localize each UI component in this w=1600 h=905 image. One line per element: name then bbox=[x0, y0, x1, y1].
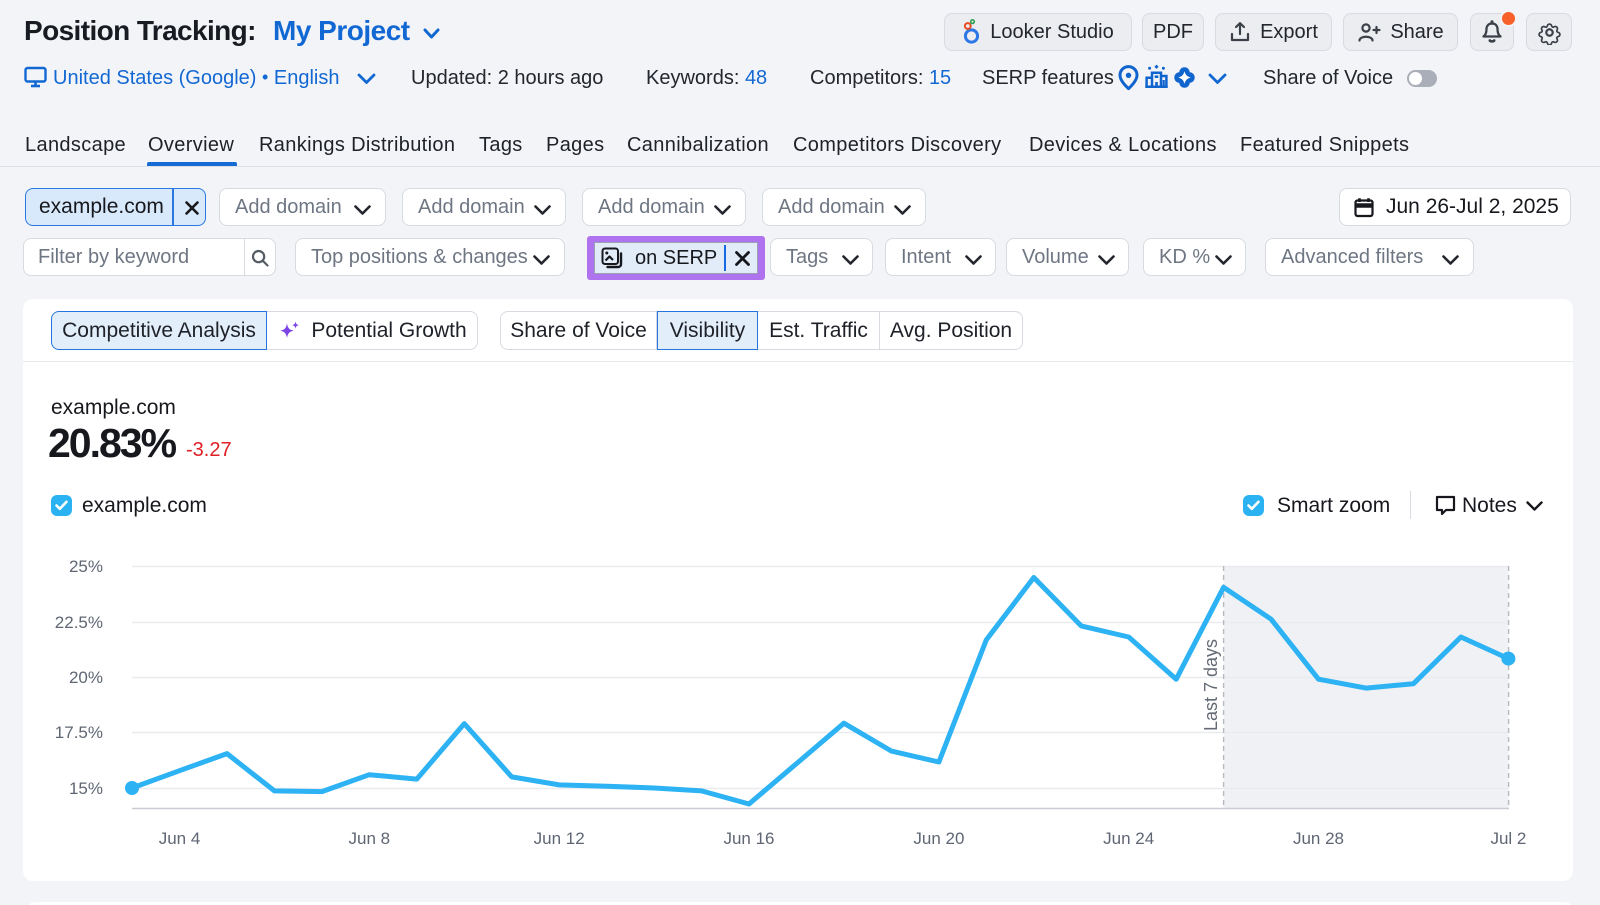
svg-text:17.5%: 17.5% bbox=[55, 723, 103, 742]
svg-text:Jun 12: Jun 12 bbox=[534, 829, 585, 848]
svg-text:Jun 28: Jun 28 bbox=[1293, 829, 1344, 848]
svg-text:Last 7 days: Last 7 days bbox=[1201, 639, 1221, 731]
svg-text:Jul 2: Jul 2 bbox=[1490, 829, 1526, 848]
svg-text:22.5%: 22.5% bbox=[55, 613, 103, 632]
svg-text:Jun 8: Jun 8 bbox=[349, 829, 391, 848]
svg-text:25%: 25% bbox=[69, 557, 103, 576]
svg-text:Jun 20: Jun 20 bbox=[913, 829, 964, 848]
svg-text:Jun 24: Jun 24 bbox=[1103, 829, 1154, 848]
svg-text:15%: 15% bbox=[69, 779, 103, 798]
svg-text:Jun 16: Jun 16 bbox=[723, 829, 774, 848]
svg-text:Jun 4: Jun 4 bbox=[159, 829, 201, 848]
svg-text:20%: 20% bbox=[69, 668, 103, 687]
